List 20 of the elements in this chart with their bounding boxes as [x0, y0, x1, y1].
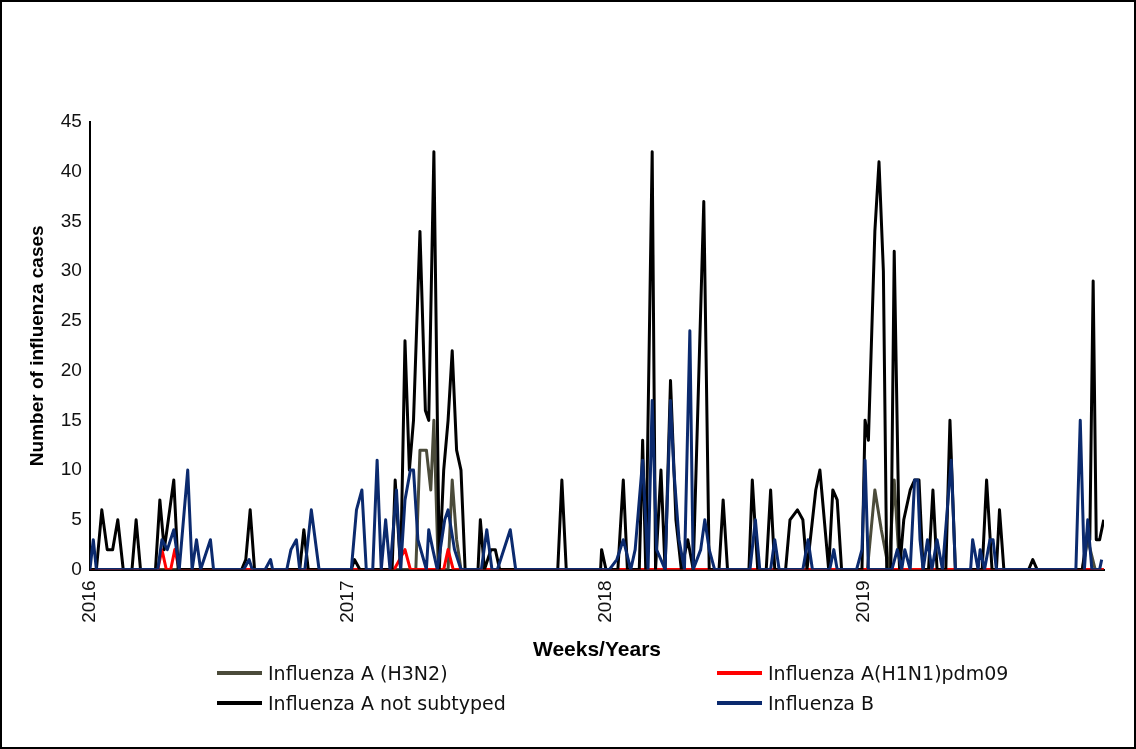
- x-tick-label: 2016: [78, 580, 100, 623]
- x-tick-label: 2019: [852, 580, 874, 623]
- legend-label: Influenza A (H3N2): [268, 662, 448, 684]
- y-tick-label: 5: [71, 508, 82, 530]
- y-tick-label: 10: [60, 458, 82, 480]
- x-tick-label: 2018: [594, 580, 616, 623]
- x-tick-label: 2017: [336, 580, 358, 623]
- y-tick-label: 35: [60, 209, 82, 231]
- legend-label: Influenza A(H1N1)pdm09: [768, 662, 1009, 684]
- y-tick-label: 40: [60, 159, 82, 181]
- y-tick-label: 30: [60, 259, 82, 281]
- y-tick-label: 0: [71, 557, 82, 579]
- legend-label: Influenza B: [768, 692, 875, 714]
- y-axis-title: Number of influenza cases: [25, 225, 47, 467]
- x-axis-title: Weeks/Years: [532, 637, 661, 661]
- y-tick-label: 15: [60, 408, 82, 430]
- y-tick-label: 25: [60, 309, 82, 331]
- y-tick-label: 45: [60, 110, 82, 132]
- y-tick-label: 20: [60, 358, 82, 380]
- legend-label: Influenza A not subtyped: [268, 692, 506, 714]
